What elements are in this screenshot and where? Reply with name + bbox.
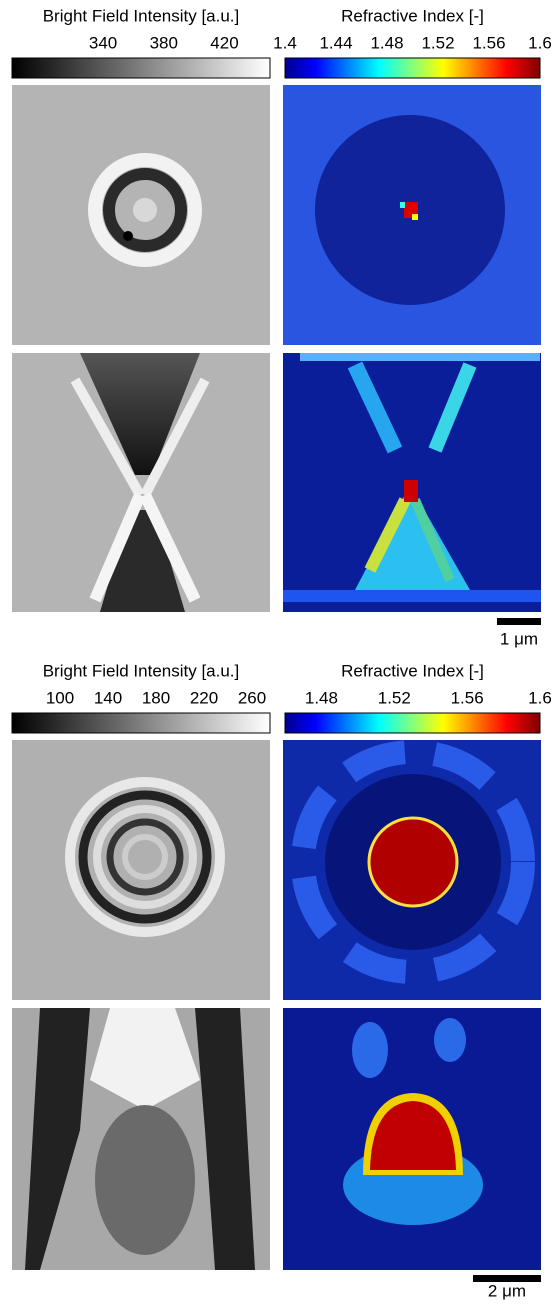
- scale-bar-label: 1 μm: [500, 629, 538, 648]
- colorbar: [12, 713, 270, 733]
- colorbar-tick-label: 180: [142, 688, 170, 707]
- colorbar-tick-label: 1.48: [370, 33, 403, 52]
- scale-bar-label: 2 μm: [488, 1281, 526, 1300]
- panel-a-image: [12, 85, 270, 345]
- panel-d-image: [283, 353, 541, 612]
- colorbar-tick-label: 380: [150, 33, 178, 52]
- colorbar-tick-label: 420: [210, 33, 238, 52]
- colorbar-title: Refractive Index [-]: [341, 661, 484, 680]
- colorbar-title: Bright Field Intensity [a.u.]: [43, 6, 240, 25]
- colorbar-tick-label: 1.48: [305, 688, 338, 707]
- colorbar-tick-label: 100: [46, 688, 74, 707]
- colorbar-tick-label: 340: [89, 33, 117, 52]
- colorbar-tick-label: 220: [190, 688, 218, 707]
- panel-f-image: [283, 740, 541, 1000]
- colorbar-tick-label: 1.52: [421, 33, 454, 52]
- figure: Bright Field Intensity [a.u.] 340 380 420 Re…: [0, 0, 556, 1301]
- colorbar-tick-label: 1.6: [528, 33, 552, 52]
- panel-c-image: [12, 353, 270, 612]
- panel-h-image: [283, 1008, 541, 1270]
- colorbar-tick-label: 1.56: [451, 688, 484, 707]
- colorbar-tick-label: 1.52: [378, 688, 411, 707]
- colorbar-tick-label: 1.6: [528, 688, 552, 707]
- colorbar-tick-label: 140: [94, 688, 122, 707]
- panel-e-image: [12, 740, 270, 1000]
- colorbar: [285, 713, 540, 733]
- colorbar-tick-label: 1.4: [273, 33, 297, 52]
- colorbar-title: Bright Field Intensity [a.u.]: [43, 661, 240, 680]
- colorbar: [285, 58, 540, 78]
- colorbar: [12, 58, 270, 78]
- panel-b-image: [283, 85, 541, 345]
- colorbar-tick-label: 260: [238, 688, 266, 707]
- colorbar-title: Refractive Index [-]: [341, 6, 484, 25]
- panel-g-image: [12, 1008, 270, 1270]
- colorbar-tick-label: 1.56: [472, 33, 505, 52]
- colorbar-tick-label: 1.44: [319, 33, 352, 52]
- scale-bar-1: [497, 618, 541, 625]
